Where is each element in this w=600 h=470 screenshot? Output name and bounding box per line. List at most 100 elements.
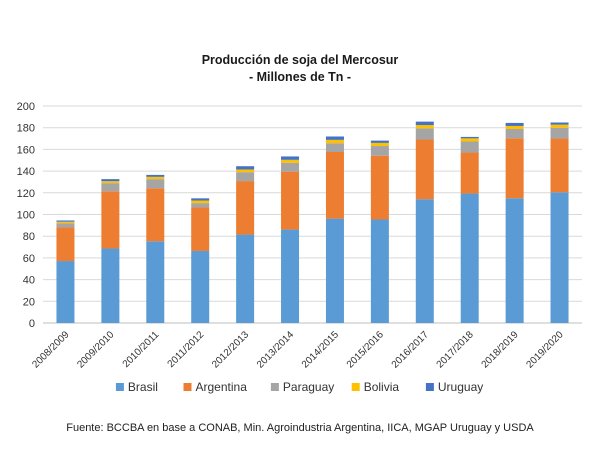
bar-segment-bolivia — [146, 176, 165, 180]
x-axis-ticks: 2008/2009 2009/2010 2010/2011 2011/2012 2012… — [30, 329, 566, 371]
bar-segment-uruguay — [236, 166, 255, 170]
bar-segment-argentina — [505, 138, 524, 199]
bar-segment-uruguay — [370, 140, 389, 143]
bar-segment-uruguay — [505, 122, 524, 126]
bar-segment-brasil — [236, 234, 255, 323]
bar-segment-brasil — [146, 241, 165, 323]
bar-segment-paraguay — [191, 203, 210, 208]
bar-segment-bolivia — [325, 139, 344, 144]
bar-segment-bolivia — [415, 125, 434, 129]
y-tick-label: 120 — [17, 188, 35, 200]
bar-segment-argentina — [101, 191, 120, 249]
bar-segment-argentina — [191, 207, 210, 251]
bar-segment-argentina — [236, 181, 255, 235]
y-tick-label: 40 — [23, 275, 35, 287]
legend-label-uruguay: Uruguay — [438, 380, 483, 394]
x-tick-label: 2015/2016 — [345, 329, 387, 371]
bar-segment-uruguay — [415, 121, 434, 126]
y-tick-label: 160 — [17, 144, 35, 156]
legend-label-bolivia: Bolivia — [364, 380, 400, 394]
bar-segment-uruguay — [146, 174, 165, 177]
x-tick-label: 2016/2017 — [390, 329, 432, 371]
bar-segment-paraguay — [56, 223, 75, 228]
legend-swatch-brasil — [115, 383, 124, 391]
x-tick-label: 2014/2015 — [300, 329, 342, 371]
bar-segment-paraguay — [460, 141, 479, 153]
bar-segment-bolivia — [101, 181, 120, 184]
y-tick-label: 20 — [23, 296, 35, 308]
bar-segment-argentina — [325, 152, 344, 219]
x-tick-label: 2008/2009 — [30, 329, 72, 371]
y-tick-label: 140 — [17, 166, 35, 178]
bar-segment-bolivia — [281, 159, 300, 163]
bar-segment-paraguay — [325, 143, 344, 153]
bar-segment-argentina — [460, 152, 479, 194]
x-tick-label: 2019/2020 — [524, 329, 566, 371]
y-tick-label: 60 — [23, 253, 35, 265]
y-tick-label: 80 — [23, 231, 35, 243]
legend-swatch-uruguay — [425, 383, 434, 391]
bar-segment-paraguay — [505, 129, 524, 139]
bar-segment-bolivia — [460, 138, 479, 142]
bar-segment-brasil — [101, 248, 120, 323]
bar-segment-paraguay — [550, 127, 569, 139]
legend-swatch-argentina — [183, 383, 192, 391]
x-tick-label: 2011/2012 — [166, 329, 207, 370]
legend: Brasil Argentina Paraguay Bolivia Uruguay — [115, 380, 483, 394]
bar-segment-argentina — [370, 155, 389, 220]
bar-segment-brasil — [56, 261, 75, 323]
bar-segment-paraguay — [236, 172, 255, 182]
bar-segment-bolivia — [236, 169, 255, 173]
bar-segment-brasil — [191, 250, 210, 323]
y-tick-label: 180 — [17, 123, 35, 135]
chart-subtitle-text: - Millones de Tn - — [248, 70, 352, 84]
bar-segment-argentina — [146, 188, 165, 242]
bar-segment-argentina — [281, 171, 300, 230]
bar-segment-bolivia — [505, 125, 524, 130]
x-tick-label: 2013/2014 — [255, 329, 297, 371]
bar-segment-brasil — [550, 192, 569, 323]
x-tick-label: 2018/2019 — [480, 329, 522, 371]
bar-segment-brasil — [460, 193, 479, 323]
legend-swatch-bolivia — [351, 383, 360, 391]
bar-segment-paraguay — [281, 162, 300, 172]
y-tick-label: 200 — [17, 101, 35, 113]
bar-segment-bolivia — [191, 200, 210, 204]
bar-segment-paraguay — [101, 183, 120, 192]
bar-segment-paraguay — [370, 146, 389, 156]
bar-segment-uruguay — [325, 136, 344, 140]
legend-swatch-paraguay — [270, 383, 279, 391]
y-axis-ticks: 0 20 40 60 80 100 120 140 160 180 200 — [17, 101, 35, 330]
bar-segment-uruguay — [460, 136, 479, 139]
bar-segment-argentina — [550, 138, 569, 193]
bars — [56, 121, 569, 323]
chart-title-text: Producción de soja del Mercosur — [201, 53, 399, 67]
x-tick-label: 2012/2013 — [210, 329, 252, 371]
bar-segment-brasil — [415, 199, 434, 323]
x-tick-label: 2009/2010 — [75, 329, 117, 371]
gridlines — [43, 105, 582, 324]
legend-label-argentina: Argentina — [196, 380, 248, 394]
chart-title: Producción de soja del Mercosur - Millon… — [0, 52, 600, 86]
bar-segment-brasil — [505, 198, 524, 323]
x-tick-label: 2010/2011 — [121, 329, 162, 370]
bar-segment-uruguay — [56, 220, 75, 222]
bar-segment-argentina — [415, 139, 434, 200]
bar-segment-uruguay — [101, 179, 120, 182]
bar-segment-brasil — [325, 218, 344, 323]
bar-segment-uruguay — [191, 198, 210, 201]
source-note: Fuente: BCCBA en base a CONAB, Min. Agro… — [66, 422, 534, 434]
bar-segment-bolivia — [56, 221, 75, 224]
bar-segment-bolivia — [370, 142, 389, 147]
bar-segment-brasil — [370, 219, 389, 323]
y-tick-label: 100 — [17, 210, 35, 222]
bar-segment-paraguay — [146, 179, 165, 189]
legend-label-brasil: Brasil — [128, 380, 158, 394]
bar-segment-uruguay — [550, 122, 569, 125]
bar-segment-uruguay — [281, 156, 300, 160]
bar-segment-bolivia — [550, 124, 569, 128]
y-tick-label: 0 — [29, 318, 35, 330]
legend-label-paraguay: Paraguay — [283, 380, 334, 394]
x-tick-label: 2017/2018 — [435, 329, 477, 371]
